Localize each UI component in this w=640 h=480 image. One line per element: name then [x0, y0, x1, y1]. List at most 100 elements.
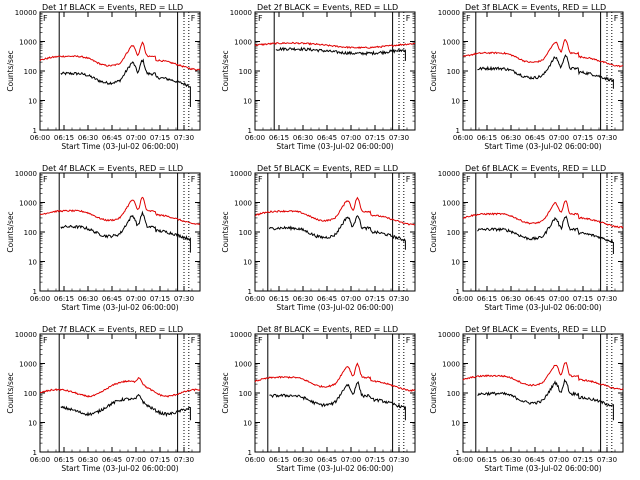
y-tick-label: 10000 — [438, 170, 460, 178]
panel-det-6: Det 6f BLACK = Events, RED = LLD 1 10 100 10… — [429, 164, 624, 312]
corner-mark-left: F — [258, 175, 263, 184]
plot-frame — [39, 172, 201, 292]
y-tick-label: 1000 — [234, 39, 252, 47]
x-tick-label: 06:15 — [477, 134, 497, 142]
x-tick-label: 06:00 — [453, 134, 473, 142]
x-tick-label: 06:15 — [269, 456, 289, 464]
x-tick-label: 07:00 — [126, 456, 146, 464]
panel-det-8: Det 8f BLACK = Events, RED = LLD 1 10 100 10… — [221, 325, 416, 473]
panel-title: Det 3f BLACK = Events, RED = LLD — [465, 3, 606, 12]
x-tick-label: 06:45 — [102, 295, 122, 303]
x-tick-label: 07:15 — [365, 295, 385, 303]
y-tick-label: 10000 — [230, 9, 252, 17]
x-tick-label: 07:00 — [341, 134, 361, 142]
series-events-line — [60, 58, 191, 107]
y-tick-label: 10 — [451, 259, 460, 267]
y-tick-label: 10 — [28, 98, 37, 106]
x-tick-label: 06:30 — [78, 134, 98, 142]
panel-title: Det 9f BLACK = Events, RED = LLD — [465, 325, 606, 334]
y-tick-label: 1 — [456, 449, 460, 457]
x-axis-label: Start Time (03-Jul-02 06:00:00) — [61, 303, 178, 312]
plot-frame — [254, 172, 416, 292]
corner-mark-left: F — [258, 14, 263, 23]
x-tick-label: 06:45 — [317, 456, 337, 464]
series-events-line — [268, 215, 406, 250]
y-tick-label: 100 — [24, 68, 37, 76]
x-tick-label: 07:30 — [389, 295, 409, 303]
x-tick-label: 06:45 — [317, 134, 337, 142]
y-tick-label: 1000 — [19, 361, 37, 369]
x-tick-label: 06:15 — [54, 134, 74, 142]
y-tick-label: 1 — [248, 127, 252, 135]
panel-det-3: Det 3f BLACK = Events, RED = LLD 1 10 100 10… — [429, 3, 624, 151]
x-tick-label: 06:45 — [102, 134, 122, 142]
y-tick-label: 100 — [24, 390, 37, 398]
series-events-line — [60, 393, 191, 421]
plot-frame — [254, 333, 416, 453]
panel-det-5: Det 5f BLACK = Events, RED = LLD 1 10 100 10… — [221, 164, 416, 312]
y-tick-label: 100 — [24, 229, 37, 237]
x-tick-label: 06:30 — [293, 295, 313, 303]
x-tick-label: 07:15 — [150, 295, 170, 303]
x-tick-label: 07:30 — [174, 295, 194, 303]
y-tick-label: 1000 — [442, 361, 460, 369]
y-tick-label: 10 — [28, 420, 37, 428]
corner-mark-right: F — [614, 14, 619, 23]
x-tick-label: 06:30 — [501, 295, 521, 303]
corner-mark-right: F — [191, 14, 196, 23]
y-tick-label: 1 — [456, 127, 460, 135]
series-lld-line — [254, 41, 416, 50]
y-tick-label: 1000 — [234, 361, 252, 369]
x-axis-label: Start Time (03-Jul-02 06:00:00) — [276, 303, 393, 312]
x-tick-label: 06:30 — [293, 134, 313, 142]
y-axis-label: Counts/sec — [6, 50, 15, 91]
corner-mark-left: F — [466, 14, 471, 23]
series-lld-line — [462, 39, 624, 68]
panel-title: Det 2f BLACK = Events, RED = LLD — [257, 3, 398, 12]
x-tick-label: 06:00 — [30, 134, 50, 142]
series-events-line — [275, 46, 406, 61]
y-axis-label: Counts/sec — [6, 211, 15, 252]
x-tick-label: 06:00 — [245, 456, 265, 464]
x-tick-label: 07:00 — [549, 134, 569, 142]
y-tick-label: 10 — [243, 98, 252, 106]
x-tick-label: 07:00 — [549, 456, 569, 464]
x-tick-label: 06:30 — [78, 456, 98, 464]
x-tick-label: 06:15 — [269, 134, 289, 142]
series-lld-line — [39, 196, 201, 225]
x-tick-label: 07:00 — [341, 456, 361, 464]
panel-title: Det 7f BLACK = Events, RED = LLD — [42, 325, 183, 334]
y-tick-label: 100 — [239, 390, 252, 398]
x-tick-label: 06:00 — [30, 295, 50, 303]
x-tick-label: 07:30 — [389, 134, 409, 142]
corner-mark-right: F — [406, 14, 411, 23]
x-tick-label: 06:15 — [477, 295, 497, 303]
panel-det-9: Det 9f BLACK = Events, RED = LLD 1 10 100 10… — [429, 325, 624, 473]
y-tick-label: 10000 — [230, 331, 252, 339]
plot-frame — [39, 333, 201, 453]
plot-frame — [462, 172, 624, 292]
x-tick-label: 06:15 — [269, 295, 289, 303]
x-tick-label: 06:45 — [525, 456, 545, 464]
x-tick-label: 06:30 — [293, 456, 313, 464]
y-tick-label: 100 — [447, 390, 460, 398]
series-lld-line — [39, 41, 201, 71]
x-tick-label: 06:15 — [54, 456, 74, 464]
y-tick-label: 1000 — [442, 39, 460, 47]
y-tick-label: 1 — [33, 449, 37, 457]
x-tick-label: 07:15 — [150, 456, 170, 464]
x-tick-label: 06:00 — [245, 134, 265, 142]
corner-mark-left: F — [466, 175, 471, 184]
y-axis-label: Counts/sec — [429, 372, 438, 413]
panel-det-7: Det 7f BLACK = Events, RED = LLD 1 10 100 10… — [6, 325, 201, 473]
y-tick-label: 10000 — [15, 9, 37, 17]
x-tick-label: 06:00 — [30, 456, 50, 464]
series-events-line — [477, 215, 614, 254]
x-tick-label: 06:30 — [78, 295, 98, 303]
y-tick-label: 1000 — [19, 200, 37, 208]
corner-mark-left: F — [258, 336, 263, 345]
y-axis-label: Counts/sec — [221, 211, 230, 252]
panel-title: Det 5f BLACK = Events, RED = LLD — [257, 164, 398, 173]
x-tick-label: 07:00 — [341, 295, 361, 303]
